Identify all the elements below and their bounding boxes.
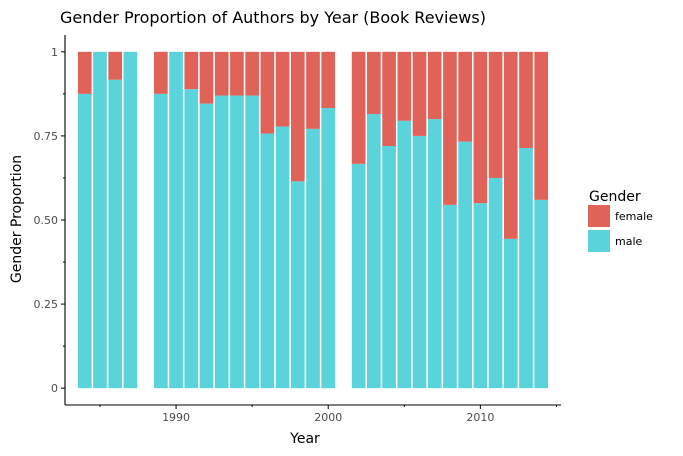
bar-male-2006 bbox=[412, 135, 427, 389]
bar-male-1986 bbox=[108, 79, 123, 389]
bar-male-2008 bbox=[443, 204, 457, 389]
legend-swatch-female bbox=[588, 205, 610, 227]
y-tick-label: 0 bbox=[51, 382, 58, 395]
legend-label-male: male bbox=[615, 235, 643, 248]
bar-male-1996 bbox=[260, 133, 275, 389]
bar-female-2012 bbox=[503, 51, 518, 239]
bar-male-2004 bbox=[382, 146, 396, 389]
bar-male-1985 bbox=[93, 51, 107, 389]
x-tick-label: 2000 bbox=[314, 411, 342, 424]
bar-female-1996 bbox=[260, 51, 275, 134]
x-axis-title: Year bbox=[289, 431, 320, 447]
bar-male-2010 bbox=[473, 203, 488, 389]
bar-male-1992 bbox=[199, 103, 214, 389]
bar-male-2002 bbox=[351, 163, 366, 389]
bar-female-2007 bbox=[427, 51, 442, 120]
bar-male-2005 bbox=[397, 120, 412, 389]
bar-female-2000 bbox=[321, 51, 336, 108]
legend-title: Gender bbox=[589, 189, 641, 205]
bar-male-1997 bbox=[275, 126, 290, 389]
bar-male-1994 bbox=[230, 95, 244, 389]
bar-female-2009 bbox=[458, 51, 472, 142]
bar-male-1998 bbox=[290, 181, 305, 389]
bar-female-2005 bbox=[397, 51, 412, 121]
bar-group bbox=[77, 51, 549, 389]
bar-female-1992 bbox=[199, 51, 214, 104]
bar-male-2014 bbox=[534, 199, 549, 389]
bar-male-1990 bbox=[169, 51, 183, 389]
legend-label-female: female bbox=[615, 210, 653, 223]
y-tick-label: 0.75 bbox=[34, 130, 59, 143]
bar-male-1987 bbox=[123, 51, 138, 389]
bar-female-2004 bbox=[382, 51, 396, 147]
bar-female-2006 bbox=[412, 51, 427, 136]
bar-male-1995 bbox=[245, 95, 259, 389]
bar-male-1991 bbox=[184, 89, 199, 389]
y-tick-label: 0.50 bbox=[34, 214, 59, 227]
bar-female-1984 bbox=[77, 51, 92, 94]
bar-male-2009 bbox=[458, 141, 472, 389]
chart-title: Gender Proportion of Authors by Year (Bo… bbox=[60, 8, 486, 27]
bar-female-1995 bbox=[245, 51, 259, 96]
x-tick-label: 2010 bbox=[466, 411, 494, 424]
bar-female-1994 bbox=[230, 51, 244, 96]
y-tick-label: 1 bbox=[51, 46, 58, 59]
bar-female-2003 bbox=[367, 51, 381, 115]
bar-female-1998 bbox=[290, 51, 305, 182]
bar-female-1993 bbox=[214, 51, 229, 96]
bar-male-2003 bbox=[367, 114, 381, 389]
bar-male-1993 bbox=[214, 95, 229, 389]
bar-female-1989 bbox=[154, 51, 168, 94]
bar-female-1991 bbox=[184, 51, 199, 90]
axes: 0 0.25 0.50 0.75 1 1990 2000 2010 bbox=[34, 35, 561, 424]
legend: Gender female male bbox=[588, 189, 653, 252]
bar-male-2007 bbox=[427, 119, 442, 389]
bar-male-2013 bbox=[519, 148, 533, 389]
bar-male-2011 bbox=[488, 177, 503, 389]
bar-female-1986 bbox=[108, 51, 123, 80]
y-tick-label: 0.25 bbox=[34, 298, 59, 311]
bar-female-2008 bbox=[443, 51, 457, 205]
bar-male-1989 bbox=[154, 93, 168, 389]
bar-male-1999 bbox=[306, 128, 320, 389]
bar-female-2013 bbox=[519, 51, 533, 149]
bar-male-1984 bbox=[77, 93, 92, 389]
y-axis-title: Gender Proportion bbox=[9, 155, 25, 283]
bar-male-2012 bbox=[503, 238, 518, 389]
bar-female-2011 bbox=[488, 51, 503, 178]
x-tick-label: 1990 bbox=[162, 411, 190, 424]
bar-female-2010 bbox=[473, 51, 488, 204]
bar-female-2002 bbox=[351, 51, 366, 164]
bar-female-1999 bbox=[306, 51, 320, 129]
bar-male-2000 bbox=[321, 107, 336, 389]
bar-female-2014 bbox=[534, 51, 549, 200]
bar-female-1997 bbox=[275, 51, 290, 127]
legend-swatch-male bbox=[588, 230, 610, 252]
